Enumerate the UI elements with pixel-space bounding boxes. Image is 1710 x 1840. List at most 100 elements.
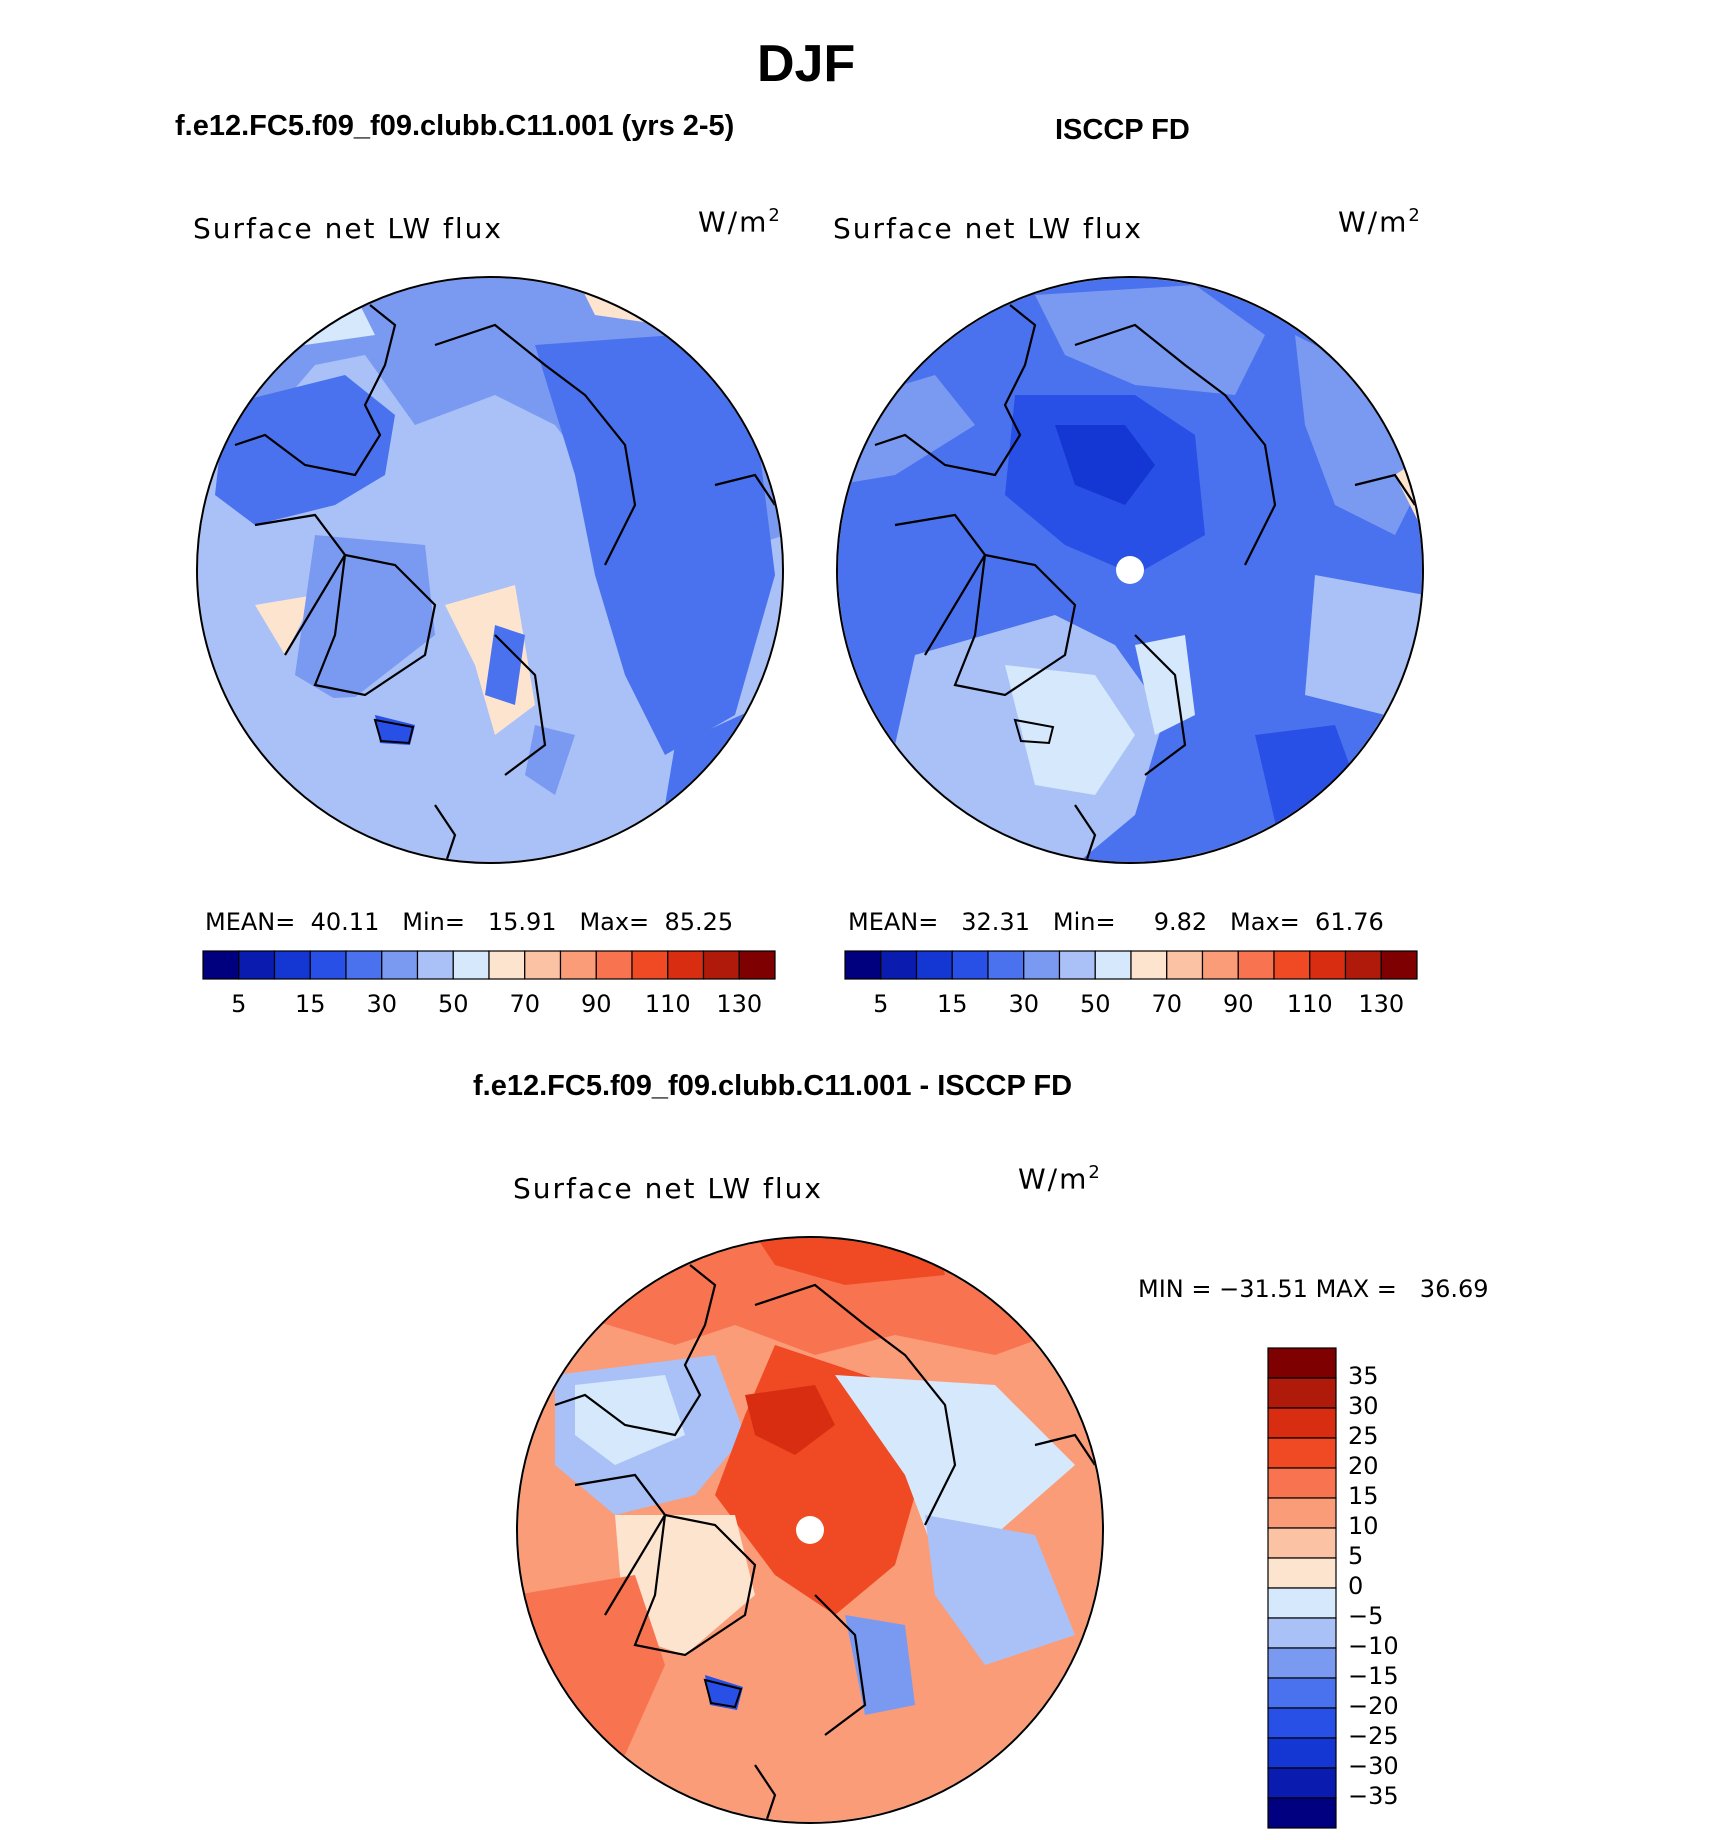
colorbar-swatch (951, 950, 989, 980)
colorbar-swatch (1267, 1437, 1337, 1469)
diff-polar-map (516, 1236, 1104, 1824)
colorbar-swatch (452, 950, 490, 980)
season-title: DJF (757, 35, 856, 93)
diff-colorbar (1267, 1347, 1337, 1829)
colorbar-tick: 50 (1079, 990, 1111, 1018)
colorbar-swatch (667, 950, 705, 980)
colorbar-swatch (1267, 1737, 1337, 1769)
colorbar-swatch (880, 950, 918, 980)
model-polar-map (196, 276, 784, 864)
colorbar-swatch (202, 950, 240, 980)
diff-unit-label: W/m2 (1018, 1162, 1102, 1196)
colorbar-swatch (416, 950, 454, 980)
obs-unit-label: W/m2 (1338, 205, 1422, 239)
colorbar-tick: 25 (1348, 1422, 1379, 1450)
model-colorbar-ticks: 5 15 30 50 70 90 110 130 (203, 990, 775, 1020)
colorbar-tick: 90 (1222, 990, 1254, 1018)
colorbar-swatch (1267, 1407, 1337, 1439)
obs-colorbar (844, 950, 1418, 980)
colorbar-swatch (987, 950, 1025, 980)
colorbar-swatch (738, 950, 776, 980)
colorbar-swatch (1201, 950, 1239, 980)
colorbar-swatch (1237, 950, 1275, 980)
diff-colorbar-ticks: 35 30 25 20 15 10 5 0 −5 −10 −15 −20 −25… (1348, 1348, 1428, 1828)
colorbar-tick: 30 (1348, 1392, 1379, 1420)
colorbar-tick: 70 (1151, 990, 1183, 1018)
diff-stats: MIN = −31.51 MAX = 36.69 (1138, 1275, 1489, 1303)
colorbar-swatch (1023, 950, 1061, 980)
colorbar-swatch (631, 950, 669, 980)
model-unit-label: W/m2 (698, 205, 782, 239)
colorbar-swatch (1267, 1497, 1337, 1529)
colorbar-swatch (844, 950, 882, 980)
colorbar-tick: 15 (1348, 1482, 1379, 1510)
colorbar-tick: −10 (1348, 1632, 1399, 1660)
colorbar-swatch (1267, 1767, 1337, 1799)
colorbar-swatch (1058, 950, 1096, 980)
colorbar-swatch (1267, 1587, 1337, 1619)
colorbar-tick: 130 (1358, 990, 1405, 1018)
colorbar-swatch (1267, 1347, 1337, 1379)
colorbar-swatch (1267, 1797, 1337, 1829)
obs-colorbar-ticks: 5 15 30 50 70 90 110 130 (845, 990, 1417, 1020)
colorbar-swatch (309, 950, 347, 980)
diff-variable-label: Surface net LW flux (513, 1172, 823, 1205)
colorbar-tick: 30 (1008, 990, 1040, 1018)
model-colorbar (202, 950, 776, 980)
colorbar-swatch (381, 950, 419, 980)
model-case-title: f.e12.FC5.f09_f09.clubb.C11.001 (yrs 2-5… (175, 110, 735, 142)
colorbar-swatch (1130, 950, 1168, 980)
colorbar-tick: 20 (1348, 1452, 1379, 1480)
colorbar-tick: 90 (580, 990, 612, 1018)
colorbar-swatch (1267, 1677, 1337, 1709)
colorbar-swatch (1273, 950, 1311, 980)
colorbar-swatch (1267, 1467, 1337, 1499)
colorbar-swatch (1380, 950, 1418, 980)
model-variable-label: Surface net LW flux (193, 212, 503, 245)
colorbar-swatch (345, 950, 383, 980)
colorbar-swatch (1267, 1527, 1337, 1559)
colorbar-swatch (1094, 950, 1132, 980)
colorbar-swatch (273, 950, 311, 980)
colorbar-tick: 110 (1286, 990, 1333, 1018)
obs-case-title: ISCCP FD (1055, 114, 1190, 146)
colorbar-tick: −20 (1348, 1692, 1399, 1720)
model-stats: MEAN= 40.11 Min= 15.91 Max= 85.25 (205, 908, 734, 936)
colorbar-swatch (1267, 1557, 1337, 1589)
colorbar-tick: 110 (644, 990, 691, 1018)
colorbar-tick: 5 (231, 990, 247, 1018)
colorbar-swatch (488, 950, 526, 980)
colorbar-tick: 0 (1348, 1572, 1364, 1600)
colorbar-tick: 15 (936, 990, 968, 1018)
colorbar-tick: 10 (1348, 1512, 1379, 1540)
obs-variable-label: Surface net LW flux (833, 212, 1143, 245)
colorbar-swatch (1309, 950, 1347, 980)
colorbar-tick: −15 (1348, 1662, 1399, 1690)
diff-case-title: f.e12.FC5.f09_f09.clubb.C11.001 - ISCCP … (473, 1070, 1073, 1102)
colorbar-swatch (1267, 1707, 1337, 1739)
colorbar-tick: 5 (1348, 1542, 1364, 1570)
colorbar-swatch (238, 950, 276, 980)
colorbar-swatch (1344, 950, 1382, 980)
colorbar-tick: −35 (1348, 1782, 1399, 1810)
colorbar-swatch (702, 950, 740, 980)
colorbar-swatch (1267, 1617, 1337, 1649)
colorbar-swatch (559, 950, 597, 980)
colorbar-tick: 30 (366, 990, 398, 1018)
colorbar-tick: 130 (716, 990, 763, 1018)
colorbar-tick: 5 (873, 990, 889, 1018)
colorbar-tick: 15 (294, 990, 326, 1018)
colorbar-tick: −30 (1348, 1752, 1399, 1780)
colorbar-swatch (1267, 1647, 1337, 1679)
colorbar-tick: 70 (509, 990, 541, 1018)
colorbar-swatch (915, 950, 953, 980)
colorbar-tick: 35 (1348, 1362, 1379, 1390)
colorbar-swatch (524, 950, 562, 980)
colorbar-tick: −5 (1348, 1602, 1384, 1630)
obs-polar-map (836, 276, 1424, 864)
colorbar-tick: 50 (437, 990, 469, 1018)
obs-stats: MEAN= 32.31 Min= 9.82 Max= 61.76 (848, 908, 1384, 936)
colorbar-tick: −25 (1348, 1722, 1399, 1750)
colorbar-swatch (595, 950, 633, 980)
colorbar-swatch (1267, 1377, 1337, 1409)
